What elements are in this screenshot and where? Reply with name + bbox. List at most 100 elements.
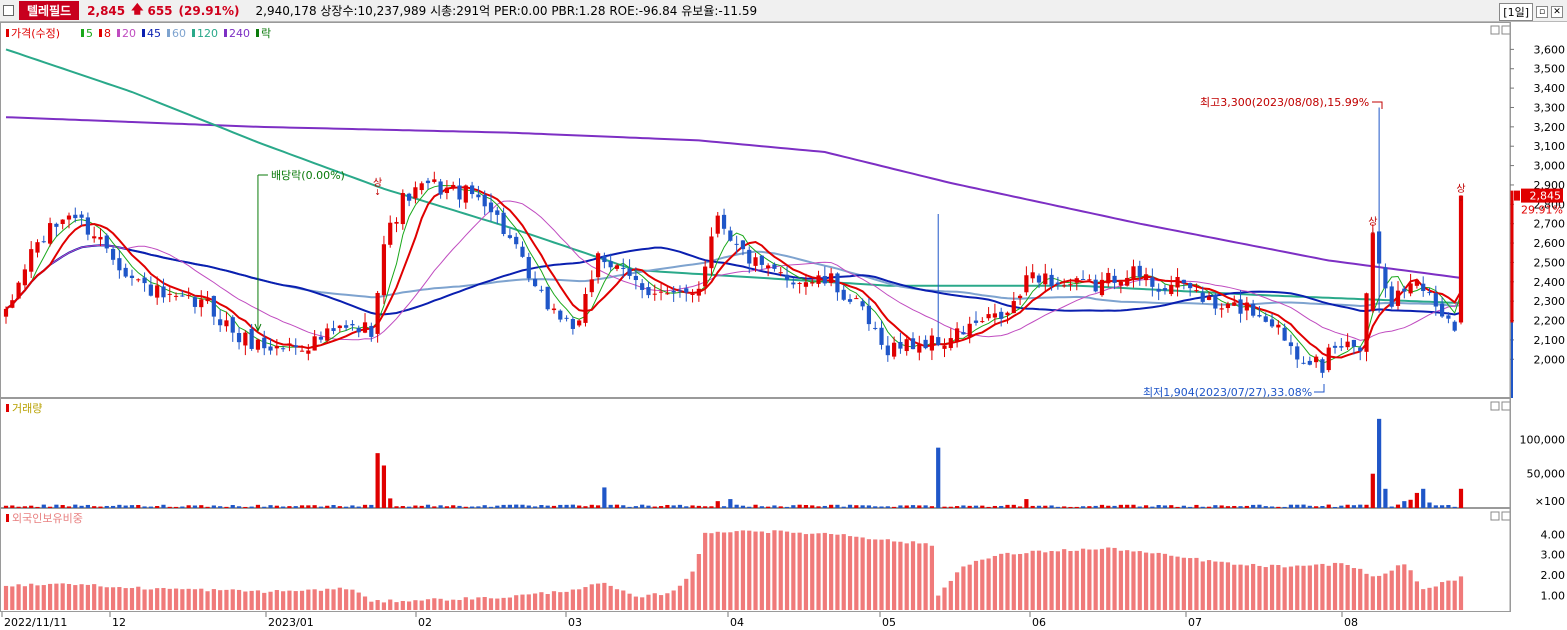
- price-tag: [1521, 188, 1563, 203]
- candle-body: [778, 272, 783, 274]
- volume-bar: [614, 504, 620, 508]
- foreign-bar: [274, 590, 279, 610]
- foreign-bar: [66, 583, 72, 610]
- volume-bar: [306, 505, 311, 508]
- candle-body: [1238, 299, 1243, 314]
- x-tick-label: 08: [1344, 616, 1358, 629]
- candle-body: [1345, 341, 1350, 348]
- candle-body: [1364, 293, 1369, 352]
- candle-body: [425, 180, 431, 184]
- candle-body: [1036, 275, 1042, 283]
- volume-bar: [148, 506, 153, 508]
- candle-body: [148, 284, 153, 296]
- candle-body: [1332, 345, 1338, 348]
- volume-bar: [1408, 499, 1413, 508]
- foreign-bar: [22, 586, 27, 610]
- foreign-bar: [375, 600, 380, 610]
- foreign-bar: [1043, 552, 1048, 610]
- candle-body: [1049, 274, 1054, 286]
- close-icon[interactable]: ✕: [1551, 6, 1563, 18]
- foreign-bar: [312, 589, 317, 610]
- candle-body: [394, 221, 399, 224]
- candle-body: [1194, 290, 1199, 292]
- foreign-bar: [136, 586, 141, 610]
- restore-icon[interactable]: ▫: [1536, 6, 1548, 18]
- candle-body: [942, 345, 947, 349]
- foreign-bar: [1143, 552, 1149, 610]
- stock-name[interactable]: 텔레필드: [19, 1, 80, 20]
- volume-bar: [331, 505, 336, 508]
- foreign-bar: [1213, 561, 1218, 610]
- candle-body: [1143, 274, 1149, 281]
- volume-bar: [948, 506, 953, 508]
- candle-body: [507, 235, 512, 238]
- volume-bar: [1175, 506, 1180, 508]
- foreign-bar: [1389, 570, 1394, 610]
- foreign-bar: [482, 596, 487, 610]
- candle-body: [1188, 282, 1193, 289]
- stock-chart[interactable]: 3,6003,5003,4003,3003,2003,1003,0002,900…: [0, 22, 1567, 630]
- legend-ma-label: 60: [172, 27, 186, 40]
- volume-bar: [350, 505, 355, 508]
- volume-bar: [1295, 504, 1300, 508]
- candle-body: [936, 337, 941, 346]
- volume-bar: [1068, 506, 1073, 508]
- candle-body: [66, 215, 72, 220]
- volume-bar: [123, 505, 128, 508]
- foreign-bar: [1137, 551, 1142, 610]
- legend-volume-label: 거래량: [12, 402, 42, 415]
- volume-bar: [79, 505, 84, 508]
- candle-body: [810, 282, 815, 284]
- volume-bar: [337, 506, 342, 508]
- x-tick-label: 02: [418, 616, 432, 629]
- volume-bar: [980, 505, 985, 508]
- volume-bar: [703, 506, 708, 508]
- foreign-bar: [211, 589, 216, 610]
- volume-bar: [117, 504, 122, 508]
- candle-body: [369, 325, 374, 337]
- foreign-bar: [1055, 551, 1060, 610]
- foreign-bar: [696, 554, 701, 610]
- panel-frame: [0, 22, 1511, 398]
- foreign-bar: [822, 532, 827, 610]
- candle-body: [1414, 279, 1420, 286]
- foreign-bar: [992, 555, 997, 610]
- price-change: 655: [147, 3, 173, 18]
- volume-bar: [1036, 505, 1042, 508]
- candle-body: [1125, 277, 1130, 286]
- volume-bar: [570, 504, 575, 508]
- candle-body: [753, 257, 758, 266]
- volume-bar: [1244, 505, 1249, 508]
- volume-bar: [463, 506, 468, 508]
- select-checkbox[interactable]: [3, 5, 14, 16]
- candle-body: [1251, 303, 1256, 316]
- volume-bar: [1156, 505, 1161, 508]
- candle-body: [362, 322, 368, 333]
- volume-bar: [16, 506, 21, 508]
- candle-body: [236, 332, 242, 343]
- foreign-bar: [1251, 563, 1256, 610]
- volume-bar: [262, 506, 267, 508]
- candle-body: [602, 256, 607, 263]
- foreign-bar: [703, 532, 708, 610]
- candle-body: [419, 183, 424, 191]
- foreign-bar: [602, 582, 607, 610]
- candle-body: [803, 282, 809, 287]
- period-selector[interactable]: [1일]: [1499, 3, 1533, 21]
- foreign-bar: [110, 587, 116, 610]
- foreign-bar: [457, 599, 462, 610]
- foreign-bar: [1364, 573, 1369, 610]
- candle-body: [772, 264, 777, 269]
- foreign-bar: [1458, 576, 1464, 610]
- volume-bar: [910, 505, 916, 508]
- volume-bar: [1339, 505, 1344, 508]
- candle-body: [1087, 279, 1092, 281]
- candle-body: [551, 308, 557, 311]
- foreign-bar: [633, 596, 638, 610]
- candle-body: [999, 311, 1004, 319]
- foreign-bar: [306, 589, 311, 610]
- volume-bar: [425, 504, 431, 508]
- foreign-bar: [898, 541, 903, 610]
- volume-bar: [1257, 504, 1262, 508]
- candle-body: [1150, 277, 1155, 287]
